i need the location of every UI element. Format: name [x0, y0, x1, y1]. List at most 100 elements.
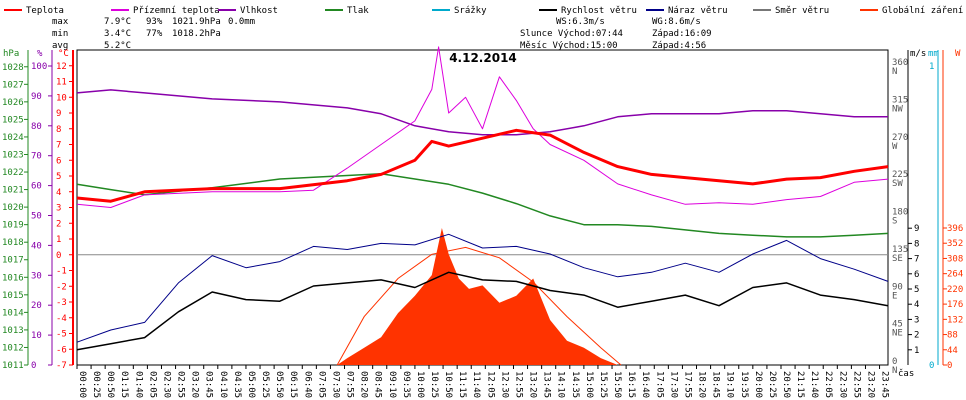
pressure-tick-label: 1018: [2, 238, 24, 248]
humidity-tick-label: 20: [31, 301, 42, 311]
info-sun-set: Západ:16:09: [652, 29, 712, 39]
humidity-tick-label: 10: [31, 331, 42, 341]
time-tick-label: 18:45: [711, 371, 721, 398]
unit-w: W: [955, 49, 961, 59]
time-tick-label: 19:35: [739, 371, 749, 398]
time-tick-label: 13:45: [542, 371, 552, 398]
time-tick-label: 12:30: [499, 371, 509, 398]
wind-dir-deg-label: 315: [892, 95, 908, 105]
wind-tick-label: 7: [914, 255, 919, 265]
time-tick-label: 02:55: [176, 371, 186, 398]
time-tick-label: 00:25: [91, 371, 101, 398]
humidity-tick-label: 30: [31, 271, 42, 281]
humidity-line: [76, 89, 888, 136]
humidity-tick-label: 40: [31, 241, 42, 251]
time-tick-label: 05:00: [246, 371, 256, 398]
chart-title: 4.12.2014: [449, 51, 517, 65]
humidity-tick-label: 100: [31, 62, 47, 72]
plot-axes: 1011101210131014101510161017101810191020…: [2, 50, 963, 398]
time-tick-label: 05:50: [274, 371, 284, 398]
rain-tick-label: 1: [929, 62, 934, 72]
temperature-tick-label: 0: [56, 251, 61, 261]
time-tick-label: 09:10: [387, 371, 397, 398]
info-ws: WS:6.3m/s: [556, 17, 605, 27]
stats-panel: max 7.9°C 93% 1021.9hPa 0.0mm min 3.4°C …: [52, 17, 255, 51]
legend-label: Srážky: [454, 6, 487, 16]
legend-label: Tlak: [347, 6, 369, 16]
time-tick-label: 22:05: [823, 371, 833, 398]
time-tick-label: 18:20: [697, 371, 707, 398]
stat-max-label: max: [52, 17, 69, 27]
legend-label: Teplota: [26, 6, 64, 16]
time-tick-label: 20:00: [753, 371, 763, 398]
time-tick-label: 10:00: [415, 371, 425, 398]
wind-dir-deg-label: 270: [892, 133, 908, 143]
wind-dir-label: SW: [892, 179, 903, 189]
time-tick-label: 10:50: [443, 371, 453, 398]
wind-dir-deg-label: 135: [892, 245, 908, 255]
radiation-tick-label: 176: [947, 300, 963, 310]
pressure-tick-label: 1028: [2, 63, 24, 73]
temperature-tick-label: -6: [56, 345, 67, 355]
radiation-area: [337, 228, 618, 365]
radiation-tick-label: 396: [947, 224, 963, 234]
legend-label: Vlhkost: [240, 6, 278, 16]
time-tick-label: 04:10: [218, 371, 228, 398]
legend-label: Rychlost větru: [561, 6, 637, 16]
plot-series: [76, 46, 889, 366]
stat-avg-label: avg: [52, 41, 68, 51]
wind-tick-label: 6: [914, 270, 919, 280]
wind-dir-label: S: [892, 217, 897, 227]
wind-dir-label: NE: [892, 329, 903, 339]
time-tick-label: 15:50: [612, 371, 622, 398]
wind-tick-label: 3: [914, 315, 919, 325]
radiation-tick-label: 132: [947, 315, 963, 325]
unit-hpa: hPa: [3, 49, 19, 59]
time-tick-label: 12:55: [513, 371, 523, 398]
temperature-tick-label: 3: [56, 204, 61, 214]
humidity-tick-label: 50: [31, 212, 42, 222]
wind-dir-label: N: [892, 67, 897, 77]
time-tick-label: 02:30: [161, 371, 171, 398]
wind-tick-label: 2: [914, 331, 919, 341]
stat-min-press: 1018.2hPa: [172, 29, 221, 39]
stat-avg-temp: 5.2°C: [104, 41, 131, 51]
wind-gust-line: [76, 233, 889, 343]
legend: Teplota Přízemní teplota Vlhkost Tlak Srážky…: [4, 6, 963, 16]
time-tick-label: 11:15: [457, 371, 467, 398]
wind-tick-label: 8: [914, 239, 919, 249]
time-tick-label: 15:00: [584, 371, 594, 398]
time-tick-label: 07:30: [330, 371, 340, 398]
time-tick-label: 00:50: [105, 371, 115, 398]
time-tick-label: 10:25: [429, 371, 439, 398]
time-tick-label: 13:20: [528, 371, 538, 398]
temperature-tick-label: 11: [56, 78, 67, 88]
radiation-tick-label: 0: [947, 361, 952, 371]
pressure-tick-label: 1017: [2, 256, 24, 266]
time-tick-label: 09:35: [401, 371, 411, 398]
stat-max-rain: 0.0mm: [228, 17, 255, 27]
pressure-tick-label: 1025: [2, 115, 24, 125]
wind-tick-label: 5: [914, 285, 919, 295]
time-tick-label: 15:25: [598, 371, 608, 398]
time-tick-label: 14:35: [570, 371, 580, 398]
time-tick-label: 06:15: [288, 371, 298, 398]
time-tick-label: 14:10: [556, 371, 566, 398]
unit-ms: m/s: [910, 49, 926, 59]
radiation-tick-label: 220: [947, 285, 963, 295]
radiation-max-curve: [336, 246, 622, 366]
pressure-tick-label: 1016: [2, 273, 24, 283]
pressure-tick-label: 1023: [2, 150, 24, 160]
wind-dir-label: N: [892, 366, 897, 376]
time-tick-label: 16:40: [640, 371, 650, 398]
unit-degc: °C: [58, 49, 69, 59]
pressure-tick-label: 1024: [2, 133, 24, 143]
temperature-line: [76, 128, 889, 203]
temperature-tick-label: 2: [56, 219, 61, 229]
temperature-tick-label: 6: [56, 156, 61, 166]
temperature-tick-label: 8: [56, 125, 61, 135]
legend-label: Přízemní teplota: [133, 6, 220, 16]
legend-label: Náraz větru: [668, 6, 728, 16]
info-moon-set: Západ:4:56: [652, 41, 706, 51]
